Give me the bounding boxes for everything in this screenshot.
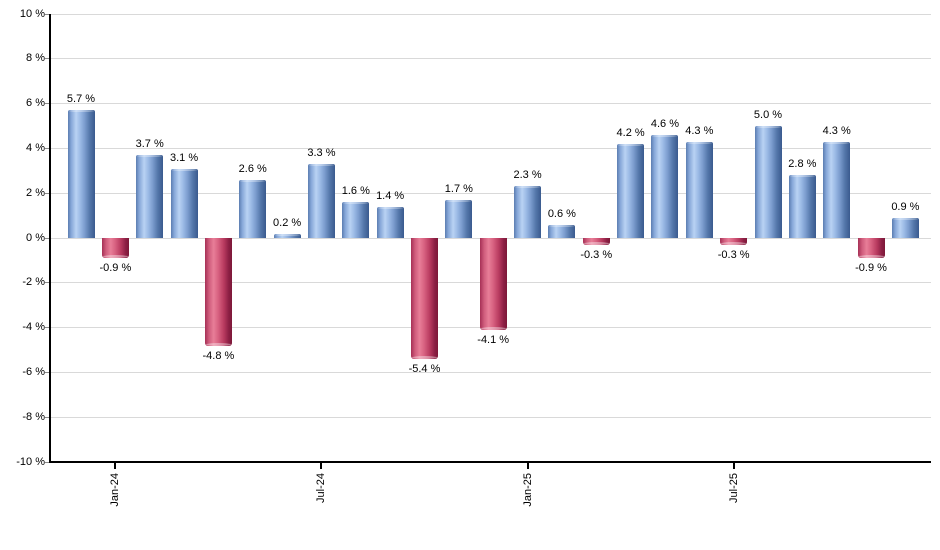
bar-value-label: 4.3 % (822, 124, 851, 137)
bar-value-label: 2.3 % (513, 169, 542, 182)
bar-value-label: 3.3 % (307, 147, 336, 160)
x-axis-line (49, 461, 931, 463)
negative-bar (582, 238, 610, 245)
positive-bar (754, 126, 782, 238)
positive-bar (342, 202, 370, 238)
positive-bar (273, 233, 301, 238)
bar-value-label: 1.4 % (376, 189, 405, 202)
x-axis-tick-label-text: Jul-24 (315, 473, 328, 503)
y-axis-tick-mark (45, 237, 50, 239)
positive-bar (376, 206, 404, 238)
y-axis-tick-label: 0 % (26, 231, 45, 244)
bar-value-label: 0.9 % (891, 200, 920, 213)
gridline (51, 103, 931, 105)
negative-bar (479, 238, 507, 330)
bar-value-label: 1.6 % (341, 185, 370, 198)
positive-bar (788, 175, 816, 238)
positive-bar (617, 143, 645, 238)
positive-bar (685, 141, 713, 238)
y-axis-tick-label: 4 % (26, 141, 45, 154)
bar-value-label: -0.9 % (855, 262, 887, 275)
bar-value-label: 4.2 % (616, 126, 645, 139)
bar-value-label: -5.4 % (408, 362, 441, 375)
positive-bar (514, 186, 542, 238)
negative-bar (857, 238, 885, 259)
x-axis-tick-mark (320, 463, 323, 469)
positive-bar (548, 224, 576, 238)
y-axis-tick-mark (45, 327, 50, 329)
bar-value-label: 1.7 % (444, 182, 473, 195)
gridline (51, 58, 931, 60)
y-axis-tick-mark (45, 147, 50, 149)
bar-value-label: -0.3 % (580, 248, 613, 261)
y-axis-tick-mark (45, 461, 50, 463)
y-axis-tick-label: -8 % (22, 410, 45, 423)
positive-bar (170, 168, 198, 238)
y-axis-tick-mark (45, 58, 50, 60)
bar-value-label: 0.6 % (547, 207, 576, 220)
y-axis-tick-mark (45, 282, 50, 284)
y-axis-tick-mark (45, 192, 50, 194)
x-axis-tick-label-text: Jan-25 (521, 473, 534, 507)
bar-value-label: -4.1 % (477, 333, 510, 346)
positive-bar (239, 179, 267, 238)
negative-bar (411, 238, 438, 359)
bar-value-label: -0.3 % (717, 248, 750, 261)
positive-bar (823, 141, 851, 238)
bar-value-label: 5.7 % (66, 93, 96, 106)
bar-value-label: 5.0 % (753, 109, 783, 121)
positive-bar (651, 134, 679, 238)
y-axis-tick-label: 6 % (26, 97, 45, 110)
y-axis-line (49, 14, 51, 463)
bar-value-label: -0.9 % (99, 262, 132, 275)
x-axis-tick-mark (114, 463, 117, 469)
negative-bar (101, 238, 129, 259)
x-axis-tick-label-text: Jul-25 (727, 473, 740, 503)
positive-bar (136, 155, 164, 238)
y-axis-tick-label: 8 % (26, 52, 45, 65)
y-axis-tick-label: 2 % (26, 186, 45, 199)
y-axis-tick-label: -4 % (22, 321, 45, 334)
negative-bar (720, 238, 748, 245)
y-axis-tick-label: -2 % (22, 276, 45, 289)
gridline (51, 147, 931, 149)
bar-value-label: -4.8 % (202, 349, 235, 362)
y-axis-tick-mark (45, 13, 50, 15)
y-axis-tick-label: -10 % (16, 455, 45, 468)
bar-value-label: 2.6 % (238, 162, 267, 175)
positive-bar (445, 199, 473, 238)
bar-value-label: 4.3 % (685, 124, 714, 137)
positive-bar (67, 110, 95, 238)
gridline (51, 13, 931, 15)
bar-value-label: 4.6 % (650, 117, 679, 130)
y-axis-tick-mark (45, 371, 50, 373)
negative-bar (204, 238, 232, 346)
x-axis-tick-mark (732, 463, 735, 469)
gridline (51, 416, 931, 418)
bar-value-label: 3.1 % (169, 151, 199, 164)
y-axis-tick-label: 10 % (19, 7, 45, 20)
x-axis-tick-label-text: Jan-24 (109, 473, 122, 507)
positive-bar (891, 217, 919, 238)
positive-bar (307, 164, 335, 238)
bar-value-label: 0.2 % (273, 216, 302, 229)
gridline (51, 371, 931, 373)
x-axis-tick-mark (526, 463, 529, 469)
bar-value-label: 3.7 % (135, 138, 164, 151)
gridline (51, 192, 931, 194)
y-axis-tick-mark (45, 103, 50, 105)
y-axis-tick-mark (45, 416, 50, 418)
y-axis-tick-label: -6 % (22, 365, 45, 378)
bar-value-label: 2.8 % (788, 158, 817, 171)
